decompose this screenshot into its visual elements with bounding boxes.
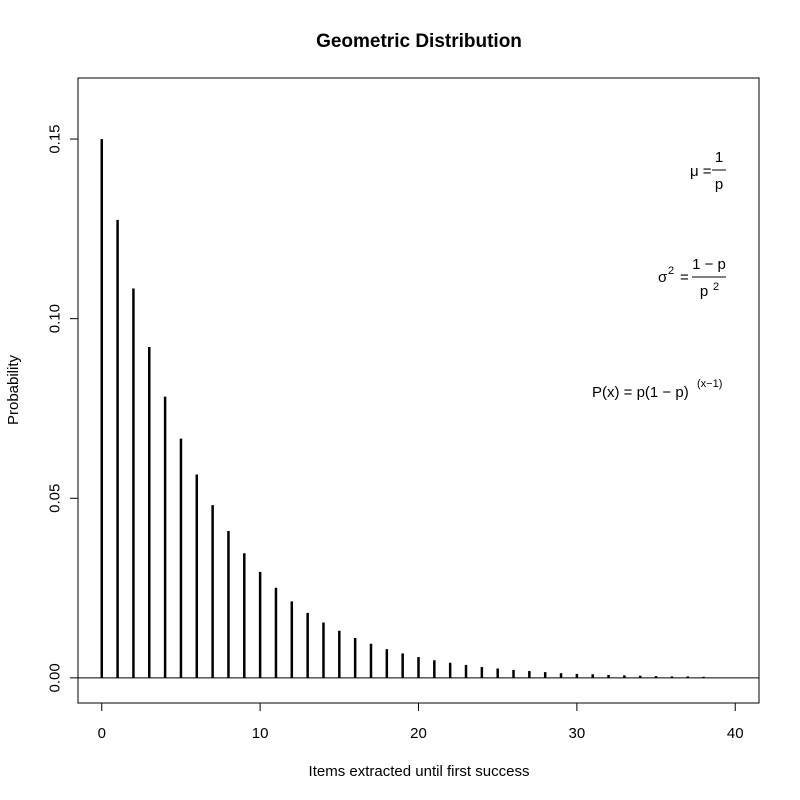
- y-tick-label-0: 0.00: [47, 663, 64, 692]
- chart-title: Geometric Distribution: [316, 31, 522, 52]
- y-axis-label: Probability: [5, 354, 22, 425]
- x-tick-label-40: 40: [727, 725, 744, 742]
- svg-text:2: 2: [668, 265, 674, 277]
- svg-text:p: p: [715, 176, 723, 193]
- bars: [100, 139, 705, 678]
- x-axis: 0 10 20 30 40: [98, 703, 744, 742]
- variance-formula: σ 2 = 1 − p p 2: [658, 256, 726, 300]
- y-tick-label-2: 0.10: [47, 304, 64, 333]
- svg-text:1: 1: [715, 149, 723, 166]
- x-tick-label-10: 10: [252, 725, 269, 742]
- y-tick-label-3: 0.15: [47, 124, 64, 153]
- svg-text:1 − p: 1 − p: [692, 256, 726, 273]
- y-tick-label-1: 0.05: [47, 484, 64, 513]
- y-axis: 0.00 0.05 0.10 0.15: [47, 124, 78, 692]
- svg-text:σ: σ: [658, 269, 668, 286]
- x-tick-label-20: 20: [410, 725, 427, 742]
- x-axis-label: Items extracted until first success: [309, 763, 530, 780]
- x-tick-label-0: 0: [98, 725, 106, 742]
- svg-text:=: =: [680, 269, 689, 286]
- svg-text:μ =: μ =: [690, 163, 712, 180]
- svg-text:P(x) = p(1 − p): P(x) = p(1 − p): [592, 384, 689, 401]
- svg-text:p: p: [700, 283, 708, 300]
- mean-formula: μ = 1 p: [690, 149, 726, 193]
- svg-text:2: 2: [713, 281, 719, 293]
- pmf-formula: P(x) = p(1 − p) (x−1): [592, 378, 722, 401]
- svg-text:(x−1): (x−1): [697, 378, 722, 390]
- x-tick-label-30: 30: [569, 725, 586, 742]
